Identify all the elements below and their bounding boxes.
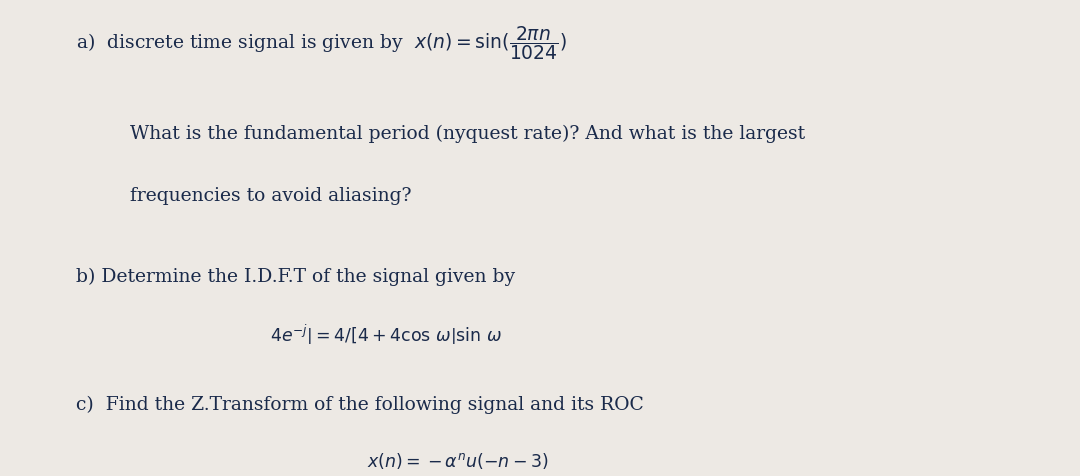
Text: What is the fundamental period (nyquest rate)? And what is the largest: What is the fundamental period (nyquest …: [130, 125, 805, 143]
Text: $4e^{-j}\left|=4/[4+4\cos\,\omega\right|\sin\,\omega$: $4e^{-j}\left|=4/[4+4\cos\,\omega\right|…: [270, 323, 502, 347]
Text: b) Determine the I.D.F.T of the signal given by: b) Determine the I.D.F.T of the signal g…: [76, 268, 515, 286]
Text: $x(n)=-\alpha^{n}u(-n-3)$: $x(n)=-\alpha^{n}u(-n-3)$: [367, 451, 549, 471]
Text: frequencies to avoid aliasing?: frequencies to avoid aliasing?: [130, 187, 411, 205]
Text: c)  Find the Z.Transform of the following signal and its ROC: c) Find the Z.Transform of the following…: [76, 396, 644, 414]
Text: a)  discrete time signal is given by  $x(n) = \sin(\dfrac{2\pi n}{1024})$: a) discrete time signal is given by $x(n…: [76, 24, 566, 62]
